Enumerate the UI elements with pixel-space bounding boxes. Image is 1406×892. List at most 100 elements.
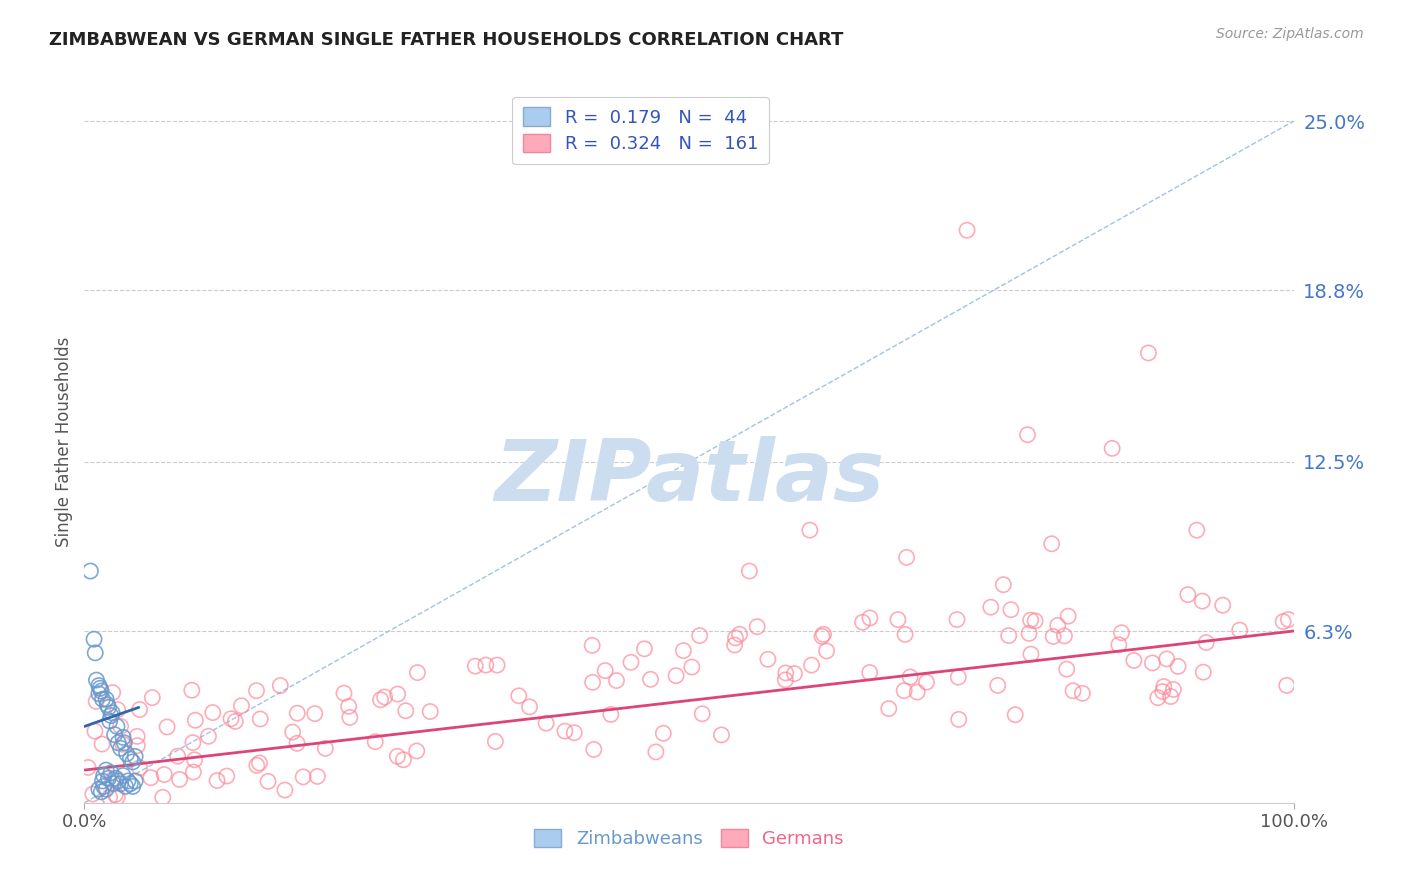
Point xyxy=(852,615,875,630)
Point xyxy=(1004,707,1026,722)
Point xyxy=(581,675,603,690)
Point xyxy=(110,777,132,791)
Point xyxy=(1146,690,1168,705)
Text: Source: ZipAtlas.com: Source: ZipAtlas.com xyxy=(1216,27,1364,41)
Point xyxy=(859,665,882,680)
Point xyxy=(690,706,713,721)
Point xyxy=(79,564,101,578)
Point xyxy=(1152,684,1174,698)
Point xyxy=(337,699,360,714)
Point xyxy=(815,644,838,658)
Point xyxy=(307,769,329,783)
Point xyxy=(582,742,605,756)
Point xyxy=(339,710,361,724)
Point xyxy=(87,782,110,797)
Point xyxy=(87,687,110,701)
Point xyxy=(599,707,621,722)
Point xyxy=(1195,635,1218,649)
Point xyxy=(112,731,135,745)
Point xyxy=(285,736,308,750)
Point xyxy=(392,753,415,767)
Point xyxy=(205,773,228,788)
Point xyxy=(120,777,142,791)
Point xyxy=(1212,598,1234,612)
Point xyxy=(97,771,120,785)
Point xyxy=(77,760,100,774)
Point xyxy=(1167,659,1189,673)
Point xyxy=(374,690,396,704)
Point xyxy=(387,749,409,764)
Point xyxy=(1142,656,1164,670)
Point xyxy=(519,699,541,714)
Point xyxy=(152,790,174,805)
Point xyxy=(905,685,928,699)
Point xyxy=(800,658,823,673)
Point xyxy=(1057,609,1080,624)
Point xyxy=(90,785,112,799)
Point xyxy=(281,725,304,739)
Point xyxy=(405,744,427,758)
Point xyxy=(93,780,115,794)
Point xyxy=(110,741,132,756)
Point xyxy=(249,712,271,726)
Point xyxy=(100,765,122,780)
Point xyxy=(672,643,695,657)
Point xyxy=(980,600,1002,615)
Point xyxy=(997,629,1019,643)
Point xyxy=(94,763,117,777)
Point xyxy=(128,761,150,775)
Point xyxy=(681,660,703,674)
Point xyxy=(652,726,675,740)
Point xyxy=(1163,682,1185,697)
Point xyxy=(1122,653,1144,667)
Point xyxy=(1160,690,1182,704)
Point xyxy=(100,708,122,723)
Point xyxy=(104,728,127,742)
Point xyxy=(127,739,149,753)
Point xyxy=(184,713,207,727)
Point xyxy=(987,678,1010,692)
Y-axis label: Single Father Households: Single Father Households xyxy=(55,336,73,547)
Point xyxy=(1156,652,1178,666)
Point xyxy=(292,770,315,784)
Point xyxy=(370,693,392,707)
Point xyxy=(1101,442,1123,456)
Point xyxy=(724,631,747,645)
Point xyxy=(633,641,655,656)
Point xyxy=(395,704,418,718)
Point xyxy=(181,735,204,749)
Point xyxy=(1111,625,1133,640)
Point xyxy=(141,690,163,705)
Point xyxy=(246,758,269,772)
Point xyxy=(105,790,128,805)
Point xyxy=(665,668,688,682)
Point xyxy=(799,523,821,537)
Point xyxy=(91,737,114,751)
Point xyxy=(112,736,135,750)
Point xyxy=(756,652,779,666)
Point xyxy=(993,577,1015,591)
Point xyxy=(896,550,918,565)
Point xyxy=(1040,537,1063,551)
Point xyxy=(811,629,834,643)
Point xyxy=(898,670,921,684)
Point xyxy=(249,756,271,770)
Point xyxy=(640,673,662,687)
Point xyxy=(1053,629,1076,643)
Point xyxy=(94,782,117,797)
Point xyxy=(1275,678,1298,692)
Point xyxy=(723,638,745,652)
Point xyxy=(1046,618,1069,632)
Point xyxy=(269,679,291,693)
Point xyxy=(915,675,938,690)
Point xyxy=(1042,630,1064,644)
Point xyxy=(508,689,530,703)
Point xyxy=(97,700,120,714)
Point xyxy=(215,769,238,783)
Point xyxy=(620,656,643,670)
Point xyxy=(1000,603,1022,617)
Point xyxy=(117,774,139,789)
Point xyxy=(1277,613,1299,627)
Point xyxy=(94,692,117,706)
Point xyxy=(948,713,970,727)
